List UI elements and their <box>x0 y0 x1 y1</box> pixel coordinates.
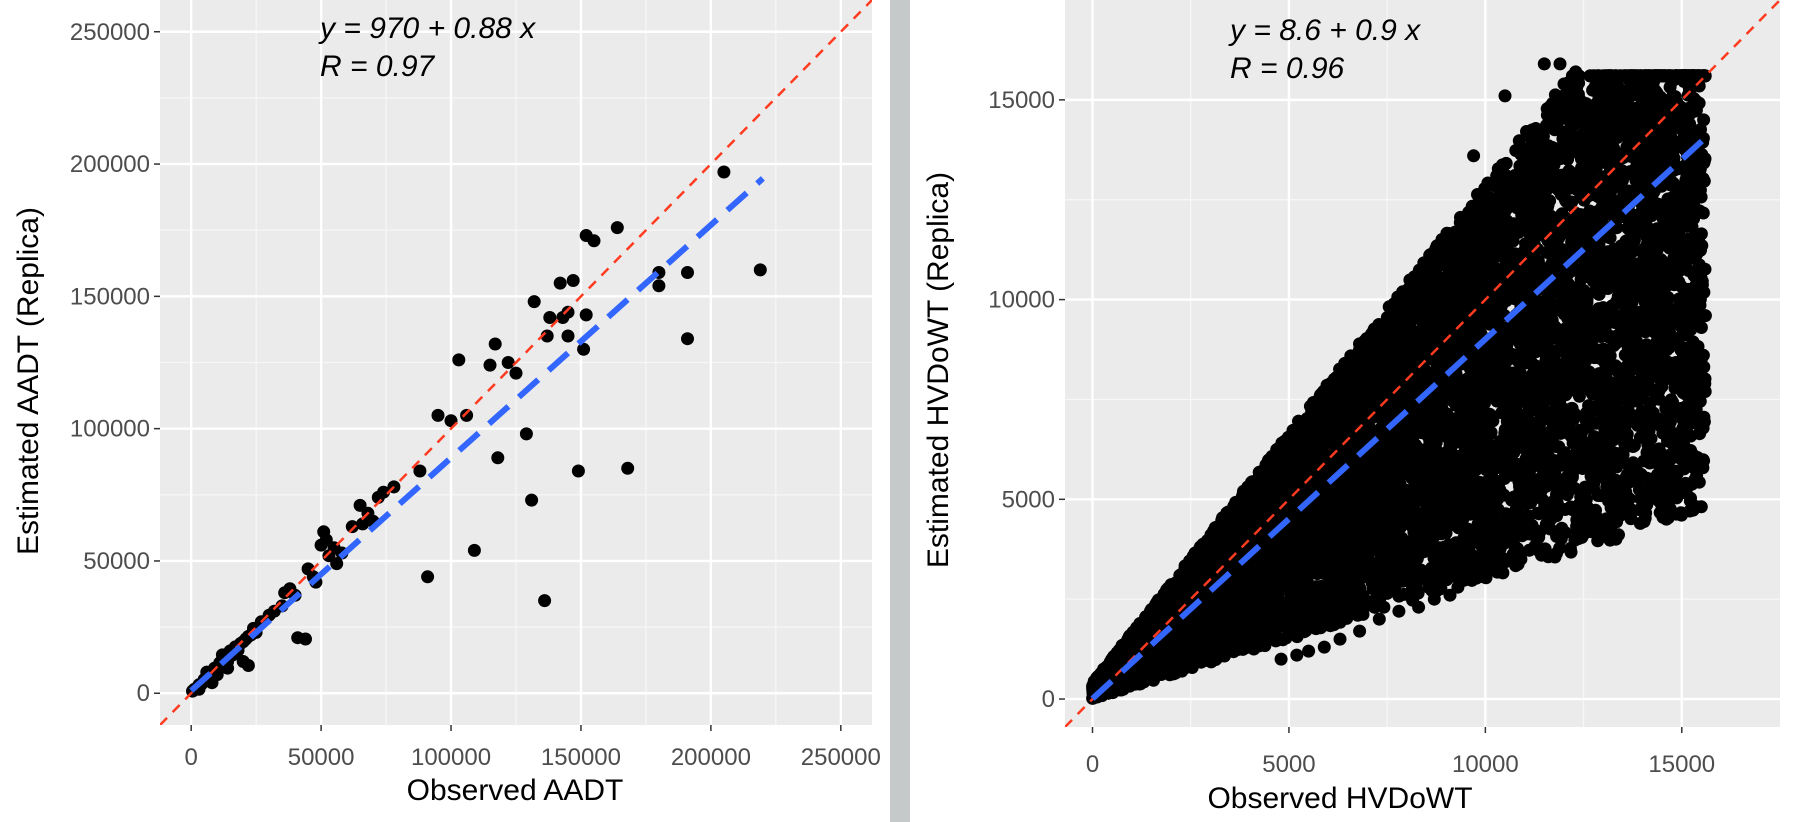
data-point <box>553 276 567 290</box>
data-point <box>1553 541 1567 555</box>
data-point <box>431 408 445 422</box>
aadt-scatter-chart: 0 50000 100000 150000 200000 250000 0 50000 1000… <box>12 0 881 807</box>
data-point <box>319 533 333 547</box>
data-point <box>501 356 515 369</box>
data-point <box>717 165 731 179</box>
x-tick-label: 50000 <box>288 744 355 771</box>
x-tick-label: 10000 <box>1452 751 1519 778</box>
data-point <box>345 520 359 534</box>
y-tick-label: 0 <box>137 680 150 707</box>
x-tick-label: 200000 <box>671 744 751 771</box>
data-point <box>566 274 580 287</box>
data-point <box>525 493 539 507</box>
data-point <box>353 498 367 512</box>
data-point <box>483 358 497 372</box>
x-tick-label: 100000 <box>411 744 491 771</box>
left-panel: 0 50000 100000 150000 200000 250000 0 50000 1000… <box>0 0 890 822</box>
x-tick-label: 150000 <box>541 744 621 771</box>
data-point <box>1687 91 1701 105</box>
data-point <box>1481 176 1495 190</box>
data-point <box>527 295 541 309</box>
data-layer <box>160 0 872 725</box>
data-point <box>205 676 219 690</box>
y-tick-label: 0 <box>1042 686 1055 713</box>
data-point <box>460 408 474 422</box>
x-tick-label: 0 <box>1086 751 1099 778</box>
y-tick-label: 10000 <box>988 287 1055 314</box>
y-tick-label: 150000 <box>70 283 150 310</box>
data-point <box>571 464 585 478</box>
equation-label: y = 970 + 0.88 x <box>318 12 536 45</box>
y-tick-label: 5000 <box>1002 486 1055 513</box>
data-point <box>1675 508 1688 522</box>
data-point <box>1638 296 1652 310</box>
data-point <box>241 659 255 672</box>
x-tick-label: 15000 <box>1648 751 1715 778</box>
data-point <box>587 234 601 248</box>
regression-line <box>189 176 765 693</box>
data-point <box>509 366 523 380</box>
data-point <box>561 329 575 343</box>
x-tick-label: 5000 <box>1262 751 1315 778</box>
right-panel: 0 5000 10000 15000 0 5000 10000 15000 y = 8.6 +… <box>910 0 1800 822</box>
y-tick-label: 15000 <box>988 87 1055 114</box>
y-axis-title: Estimated AADT (Replica) <box>12 207 45 555</box>
data-point <box>543 311 557 324</box>
y-tick-label: 50000 <box>83 548 150 575</box>
data-point <box>561 305 575 319</box>
x-axis-title: Observed AADT <box>407 774 624 807</box>
data-point <box>413 464 427 478</box>
data-point <box>356 517 370 531</box>
data-point <box>467 543 481 557</box>
data-point <box>577 342 591 356</box>
data-point <box>330 557 344 571</box>
y-tick-label: 250000 <box>70 19 150 46</box>
data-point <box>421 570 435 584</box>
data-point <box>753 263 767 277</box>
identity-line <box>160 0 872 725</box>
plot-layer: 0 5000 10000 15000 0 5000 10000 15000 <box>988 0 1780 778</box>
x-tick-label: 250000 <box>801 744 881 771</box>
data-point <box>519 427 533 441</box>
y-tick-label: 100000 <box>70 416 150 443</box>
y-tick-label: 200000 <box>70 151 150 178</box>
plot-layer: 0 50000 100000 150000 200000 250000 0 50000 1000… <box>70 0 881 771</box>
data-point <box>652 279 666 293</box>
data-point <box>621 461 635 475</box>
data-point <box>681 266 694 279</box>
data-point <box>377 485 390 499</box>
data-point <box>452 353 466 367</box>
data-layer <box>1065 0 1780 727</box>
x-tick-label: 0 <box>185 744 198 771</box>
data-point <box>491 451 505 465</box>
r-label: R = 0.97 <box>320 50 436 83</box>
data-point <box>538 594 552 608</box>
data-point <box>681 332 694 346</box>
data-point <box>579 308 593 322</box>
panel-divider <box>890 0 910 822</box>
data-point <box>299 632 312 646</box>
data-point <box>610 221 624 235</box>
data-point <box>488 337 502 351</box>
